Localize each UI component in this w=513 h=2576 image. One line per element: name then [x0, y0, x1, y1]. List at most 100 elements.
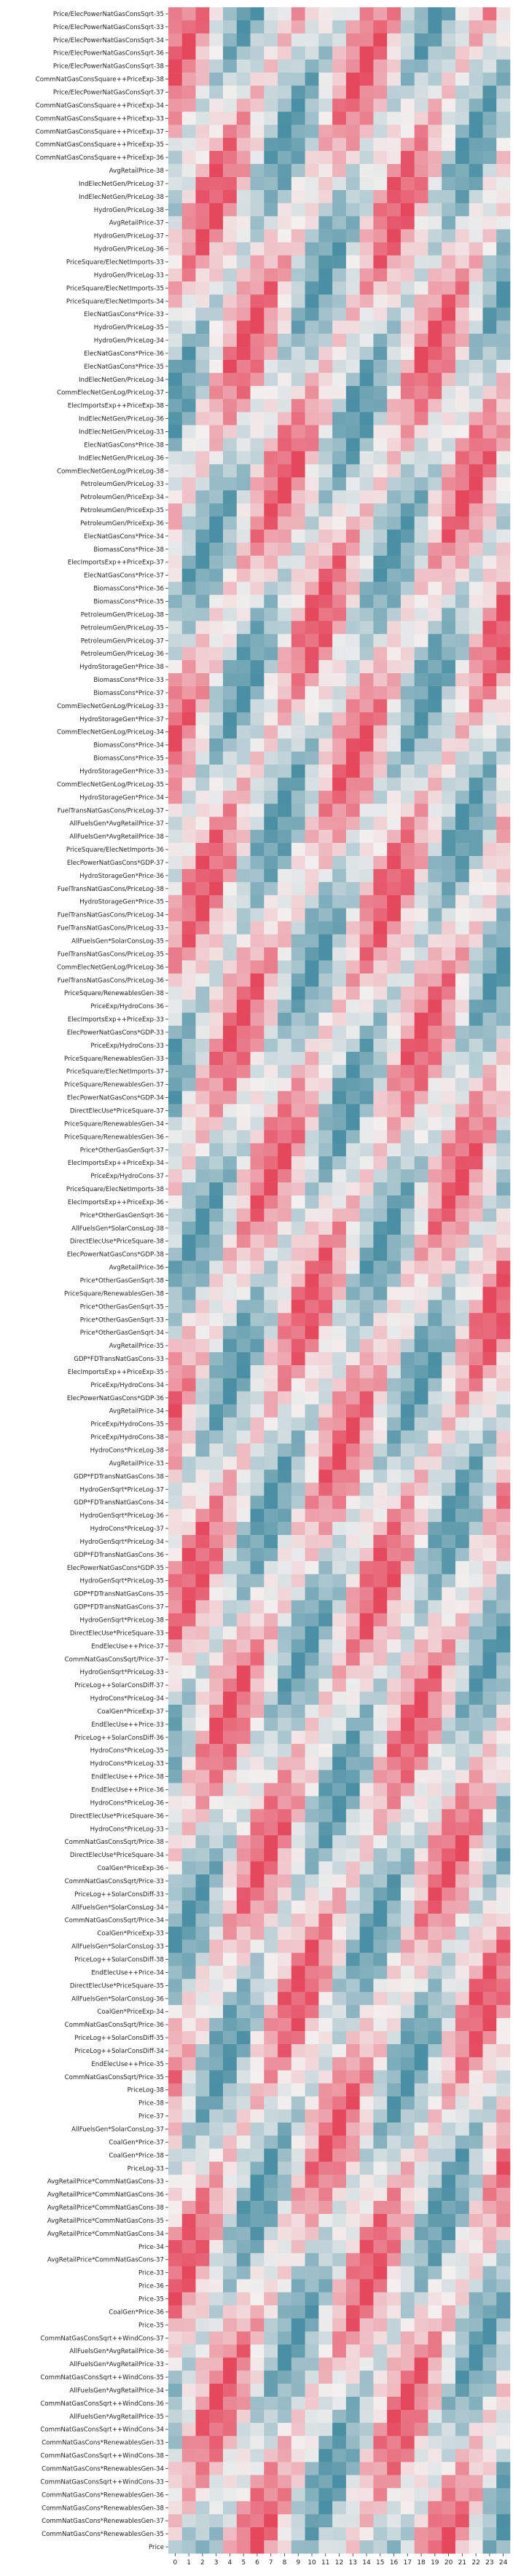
- heatmap-cell: [209, 1822, 223, 1835]
- heatmap-cell: [346, 1861, 360, 1874]
- heatmap-cell: [332, 790, 346, 804]
- heatmap-cell: [291, 164, 305, 177]
- heatmap-cell: [469, 2305, 483, 2318]
- heatmap-cell: [237, 712, 251, 726]
- heatmap-cell: [223, 1783, 237, 1796]
- heatmap-cell: [373, 2397, 387, 2410]
- heatmap-cell: [168, 634, 182, 647]
- heatmap-cell: [401, 1496, 415, 1509]
- heatmap-cell: [223, 190, 237, 203]
- heatmap-cell: [496, 1601, 510, 1614]
- heatmap-cell: [168, 922, 182, 935]
- heatmap-cell: [223, 1509, 237, 1522]
- heatmap-cell: [196, 1261, 210, 1274]
- heatmap-cell: [318, 922, 332, 935]
- heatmap-cell: [278, 2475, 291, 2488]
- heatmap-cell: [305, 98, 319, 111]
- heatmap-cell: [291, 960, 305, 973]
- heatmap-cell: [291, 1091, 305, 1104]
- heatmap-cell: [196, 543, 210, 556]
- heatmap-cell: [442, 1182, 455, 1195]
- heatmap-cell: [264, 2148, 278, 2161]
- heatmap-cell: [401, 386, 415, 399]
- heatmap-cell: [223, 1809, 237, 1822]
- heatmap-cell: [318, 386, 332, 399]
- heatmap-cell: [182, 1705, 196, 1718]
- heatmap-cell: [332, 2240, 346, 2253]
- heatmap-cell: [428, 1091, 442, 1104]
- heatmap-cell: [278, 1692, 291, 1705]
- heatmap-cell: [387, 1431, 401, 1444]
- heatmap-cell: [182, 34, 196, 47]
- heatmap-cell: [373, 1535, 387, 1548]
- heatmap-cell: [332, 569, 346, 582]
- heatmap-cell: [332, 7, 346, 20]
- heatmap-cell: [264, 1405, 278, 1418]
- heatmap-cell: [442, 895, 455, 908]
- heatmap-cell: [264, 1091, 278, 1104]
- heatmap-cell: [428, 2357, 442, 2371]
- heatmap-cell: [291, 2097, 305, 2110]
- heatmap-cell: [209, 2070, 223, 2084]
- heatmap-cell: [373, 438, 387, 451]
- heatmap-cell: [291, 1261, 305, 1274]
- heatmap-cell: [291, 1861, 305, 1874]
- heatmap-cell: [264, 1300, 278, 1313]
- heatmap-cell: [346, 543, 360, 556]
- heatmap-cell: [469, 2175, 483, 2188]
- heatmap-cell: [168, 1783, 182, 1796]
- heatmap-cell: [428, 2188, 442, 2201]
- heatmap-cell: [428, 830, 442, 843]
- heatmap-cell: [318, 1901, 332, 1914]
- heatmap-cell: [373, 2240, 387, 2253]
- heatmap-cell: [415, 334, 428, 347]
- heatmap-cell: [278, 412, 291, 425]
- heatmap-cell: [401, 1456, 415, 1469]
- heatmap-cell: [469, 111, 483, 125]
- heatmap-cell: [469, 1822, 483, 1835]
- heatmap-cell: [251, 307, 265, 321]
- heatmap-cell: [182, 947, 196, 960]
- heatmap-cell: [387, 2305, 401, 2318]
- heatmap-cell: [455, 935, 469, 948]
- heatmap-cell: [305, 125, 319, 138]
- heatmap-cell: [168, 830, 182, 843]
- heatmap-cell: [428, 1979, 442, 1992]
- heatmap-cell: [223, 73, 237, 86]
- heatmap-cell: [428, 2410, 442, 2423]
- heatmap-cell: [415, 1783, 428, 1796]
- heatmap-cell: [401, 1639, 415, 1652]
- heatmap-cell: [168, 1287, 182, 1300]
- heatmap-cell: [182, 647, 196, 660]
- heatmap-cell: [373, 1718, 387, 1731]
- heatmap-cell: [401, 138, 415, 151]
- heatmap-cell: [428, 2110, 442, 2123]
- heatmap-cell: [373, 412, 387, 425]
- heatmap-cell: [196, 268, 210, 281]
- heatmap-cell: [442, 60, 455, 73]
- heatmap-cell: [196, 438, 210, 451]
- heatmap-cell: [223, 1104, 237, 1118]
- heatmap-cell: [469, 503, 483, 517]
- heatmap-cell: [305, 111, 319, 125]
- heatmap-cell: [264, 216, 278, 229]
- heatmap-cell: [332, 98, 346, 111]
- heatmap-cell: [168, 464, 182, 477]
- heatmap-cell: [182, 1809, 196, 1822]
- heatmap-cell: [278, 882, 291, 895]
- heatmap-cell: [442, 1483, 455, 1496]
- heatmap-cell: [373, 2331, 387, 2344]
- heatmap-cell: [346, 2161, 360, 2175]
- heatmap-cell: [318, 1822, 332, 1835]
- heatmap-cell: [291, 34, 305, 47]
- heatmap-cell: [223, 1966, 237, 1979]
- heatmap-cell: [264, 294, 278, 307]
- heatmap-cell: [196, 1888, 210, 1901]
- heatmap-cell: [387, 2070, 401, 2084]
- heatmap-cell: [442, 569, 455, 582]
- heatmap-cell: [196, 1626, 210, 1639]
- heatmap-cell: [209, 1927, 223, 1940]
- heatmap-cell: [291, 2070, 305, 2084]
- heatmap-cell: [237, 1522, 251, 1535]
- heatmap-cell: [223, 1822, 237, 1835]
